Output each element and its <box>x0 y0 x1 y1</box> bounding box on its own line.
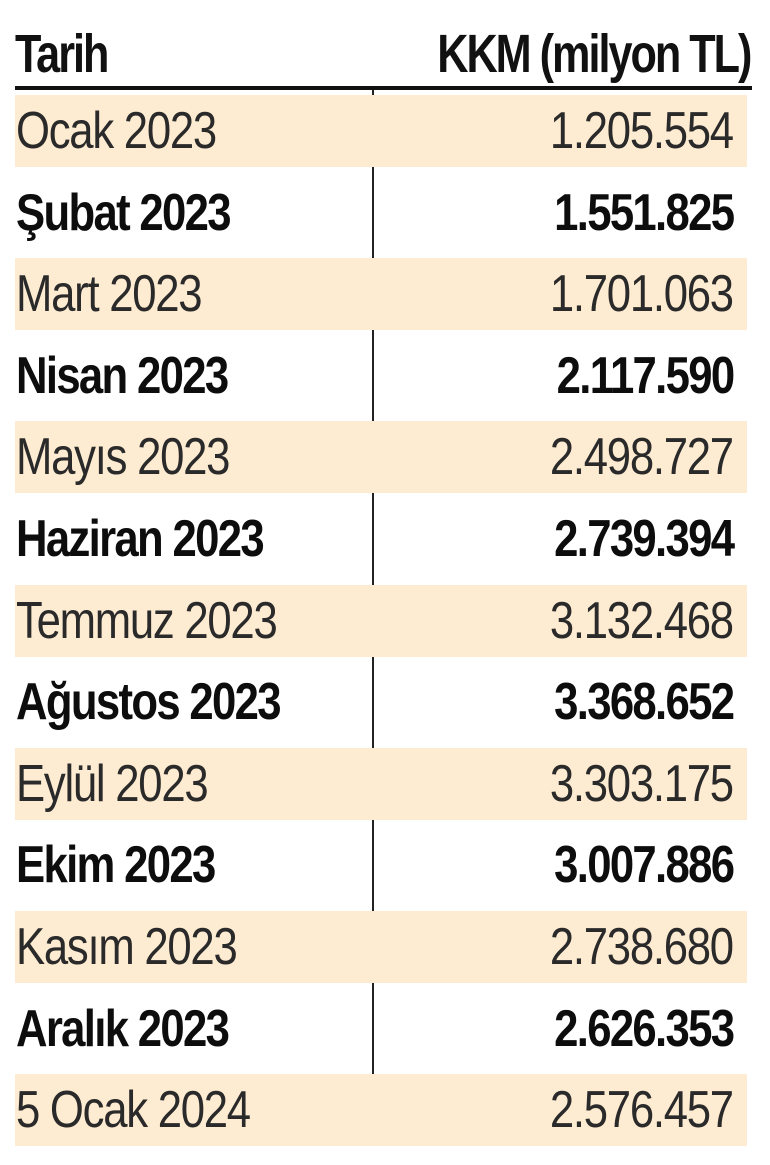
table-row: Mart 2023 1.701.063 <box>15 258 747 331</box>
row-value: 1.701.063 <box>550 265 734 324</box>
row-value: 2.576.457 <box>550 1081 734 1140</box>
table-row: Kasım 2023 2.738.680 <box>15 910 747 983</box>
row-date: Ağustos 2023 <box>16 673 282 732</box>
row-date: Şubat 2023 <box>16 183 232 242</box>
table-row: Mayıs 2023 2.498.727 <box>15 421 747 494</box>
table-row: 5 Ocak 2024 2.576.457 <box>15 1074 747 1147</box>
row-date: Aralık 2023 <box>16 999 230 1058</box>
row-value: 2.626.353 <box>553 999 735 1058</box>
row-date: Mart 2023 <box>16 265 203 324</box>
row-date: Haziran 2023 <box>16 509 265 568</box>
header-value: KKM (milyon TL) <box>436 24 752 84</box>
row-value: 3.303.175 <box>550 754 734 813</box>
row-value: 2.498.727 <box>550 428 734 487</box>
table-row: Temmuz 2023 3.132.468 <box>15 584 747 657</box>
row-value: 2.117.590 <box>556 346 734 405</box>
row-date: Ekim 2023 <box>16 836 216 895</box>
header-date: Tarih <box>15 24 109 84</box>
table-row: Eylül 2023 3.303.175 <box>15 747 747 820</box>
kkm-table: Tarih KKM (milyon TL) Ocak 2023 1.205.55… <box>15 0 752 1165</box>
row-value: 3.132.468 <box>550 591 734 650</box>
row-value: 2.739.394 <box>553 509 735 568</box>
row-date: Temmuz 2023 <box>16 591 278 650</box>
row-date: Eylül 2023 <box>16 754 209 813</box>
row-date: Mayıs 2023 <box>16 428 230 487</box>
row-date: 5 Ocak 2024 <box>16 1081 251 1140</box>
row-value: 3.368.652 <box>553 673 735 732</box>
row-date: Kasım 2023 <box>16 917 238 976</box>
row-value: 3.007.886 <box>553 836 735 895</box>
table-row: Haziran 2023 2.739.394 <box>15 503 747 575</box>
table-row: Ağustos 2023 3.368.652 <box>15 666 747 738</box>
header-rule <box>15 86 752 90</box>
table-body: Ocak 2023 1.205.554 Şubat 2023 1.551.825… <box>15 95 747 1156</box>
row-date: Nisan 2023 <box>16 346 229 405</box>
table-row: Ekim 2023 3.007.886 <box>15 829 747 901</box>
table-row: Şubat 2023 1.551.825 <box>15 177 747 249</box>
row-value: 1.205.554 <box>550 102 734 160</box>
table-row: Aralık 2023 2.626.353 <box>15 993 747 1065</box>
table-header: Tarih KKM (milyon TL) <box>15 22 752 86</box>
row-value: 1.551.825 <box>553 183 735 242</box>
row-date: Ocak 2023 <box>16 102 217 160</box>
table-row: Nisan 2023 2.117.590 <box>15 340 747 412</box>
table-row: Ocak 2023 1.205.554 <box>15 95 747 167</box>
row-value: 2.738.680 <box>550 917 734 976</box>
